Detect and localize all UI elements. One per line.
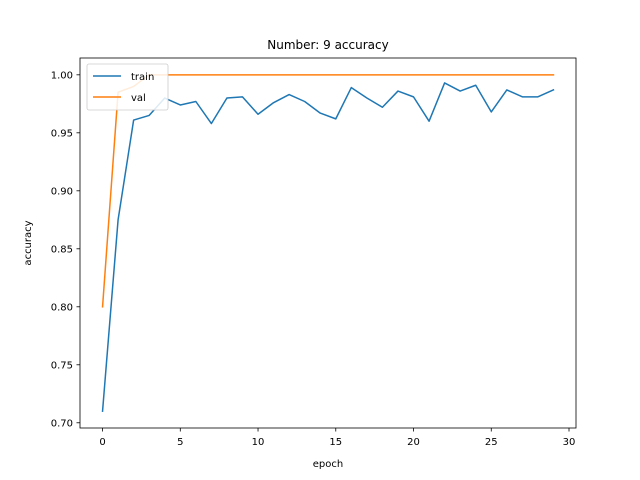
y-tick-label: 0.80 (51, 302, 73, 313)
legend-box (86, 63, 169, 111)
x-axis-ticks: 0 5 10 15 20 25 30 (99, 428, 575, 448)
y-tick-label: 1.00 (51, 70, 73, 81)
legend-label-train: train (131, 72, 154, 83)
y-tick-label: 0.95 (51, 128, 73, 139)
x-tick-label: 15 (329, 437, 342, 448)
chart-title: Number: 9 accuracy (267, 38, 388, 52)
x-tick-label: 0 (99, 437, 105, 448)
plot-area (80, 58, 576, 428)
x-axis-label: epoch (313, 459, 343, 470)
series-lines (101, 74, 555, 412)
series-line-val (101, 74, 555, 308)
legend-label-val: val (131, 93, 146, 104)
y-tick-label: 0.70 (51, 418, 73, 429)
y-tick-label: 0.90 (51, 186, 73, 197)
x-tick-label: 20 (407, 437, 420, 448)
x-tick-label: 10 (252, 437, 265, 448)
y-tick-label: 0.85 (51, 244, 73, 255)
x-tick-label: 30 (563, 437, 576, 448)
y-tick-label: 0.75 (51, 360, 73, 371)
legend: train val (86, 63, 169, 111)
x-tick-label: 5 (177, 437, 183, 448)
y-axis-label: accuracy (23, 220, 34, 265)
x-tick-label: 25 (485, 437, 498, 448)
y-axis-ticks: 0.70 0.75 0.80 0.85 0.90 0.95 1.00 (51, 70, 80, 429)
plot-frame (79, 57, 577, 429)
series-line-train (101, 82, 555, 412)
